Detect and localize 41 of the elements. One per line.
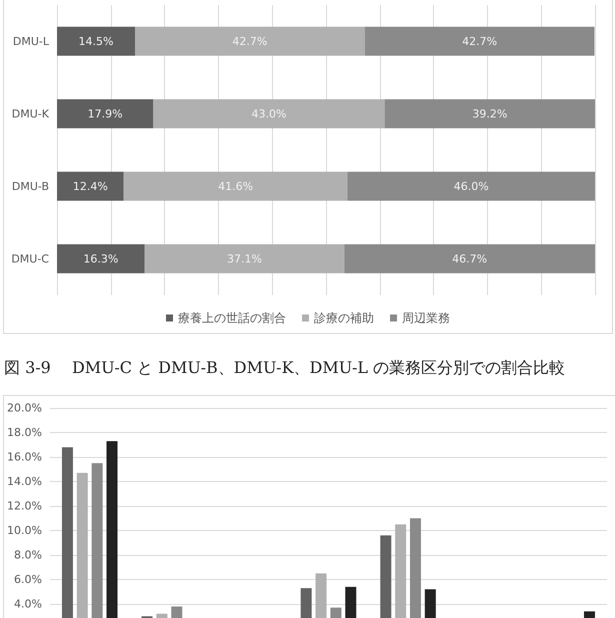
data-label: 41.6%: [218, 180, 254, 193]
legend-label: 診療の補助: [314, 311, 374, 325]
data-label: 37.1%: [227, 252, 262, 266]
data-label: 14.5%: [78, 34, 114, 48]
bar: [364, 26, 594, 56]
data-label: 43.0%: [251, 107, 286, 120]
y-tick-label: DMU-K: [12, 107, 50, 120]
y-tick-label: 6.0%: [14, 573, 42, 586]
data-label: 46.0%: [454, 180, 489, 193]
bar: [57, 26, 136, 56]
legend-label: 周辺業務: [402, 311, 450, 325]
y-tick-label: DMU-B: [12, 180, 49, 193]
data-label: 46.7%: [452, 252, 488, 266]
y-tick-label: 4.0%: [14, 598, 42, 610]
data-label: 42.7%: [462, 34, 498, 48]
bar: [135, 26, 365, 56]
data-label: 42.7%: [232, 34, 268, 48]
caption: 図 3-9 DMU-C と DMU-B、DMU-K、DMU-L の業務区分別での割合比較: [4, 358, 566, 379]
y-tick-label: 14.0%: [6, 475, 42, 488]
y-tick-label: 8.0%: [14, 548, 42, 562]
data-label: 17.9%: [88, 107, 123, 120]
bar: [348, 172, 595, 201]
y-tick-label: 12.0%: [6, 500, 42, 512]
data-label: 39.2%: [472, 107, 508, 120]
bar: [57, 244, 145, 274]
bar: [384, 99, 595, 128]
bar: [57, 99, 154, 128]
bar: [344, 244, 595, 274]
data-label: 12.4%: [72, 180, 108, 193]
bar: [124, 172, 348, 201]
bar: [144, 244, 344, 274]
legend-label: 療養上の世話の割合: [178, 311, 286, 325]
y-tick-label: DMU-L: [12, 34, 50, 48]
y-tick-label: 16.0%: [6, 450, 42, 464]
y-tick-label: DMU-C: [11, 252, 50, 266]
y-tick-label: 20.0%: [6, 402, 42, 414]
bar: [153, 99, 385, 128]
data-label: 16.3%: [83, 252, 118, 266]
bar: [57, 172, 124, 201]
y-tick-label: 18.0%: [6, 426, 42, 439]
y-tick-label: 10.0%: [6, 524, 42, 537]
